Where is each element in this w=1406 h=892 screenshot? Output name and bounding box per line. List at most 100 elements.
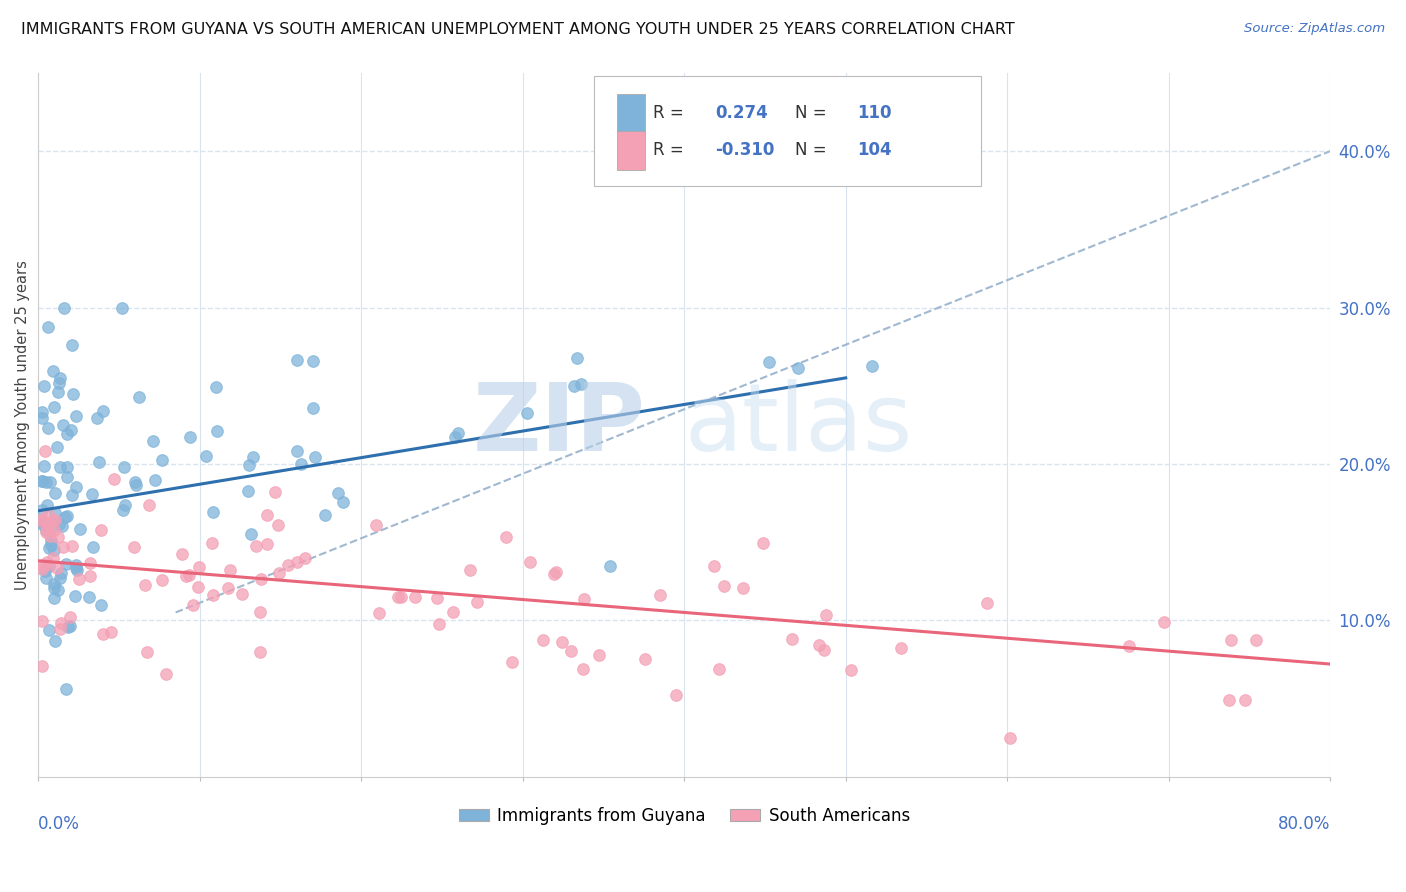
Point bbox=[713, 579, 735, 593]
Point bbox=[112, 460, 135, 475]
Point bbox=[839, 663, 862, 677]
Point bbox=[37, 421, 59, 435]
Point bbox=[31, 474, 53, 488]
Point bbox=[142, 434, 165, 449]
Point bbox=[44, 513, 66, 527]
Text: 0.0%: 0.0% bbox=[38, 815, 80, 833]
Point bbox=[32, 458, 55, 473]
Text: R =: R = bbox=[654, 141, 689, 160]
Point bbox=[42, 516, 65, 531]
Point bbox=[51, 566, 73, 581]
Point bbox=[55, 682, 77, 697]
Point bbox=[39, 537, 62, 551]
Point bbox=[231, 586, 253, 600]
Point bbox=[77, 590, 100, 604]
Point bbox=[31, 514, 53, 528]
Point bbox=[31, 511, 53, 525]
Point bbox=[389, 590, 412, 604]
Point bbox=[34, 444, 56, 458]
Point bbox=[1218, 692, 1240, 706]
Point bbox=[31, 562, 53, 576]
Text: 0.274: 0.274 bbox=[716, 104, 768, 122]
Point bbox=[187, 580, 209, 594]
Point bbox=[103, 472, 125, 486]
Point bbox=[124, 475, 146, 489]
Point bbox=[758, 355, 780, 369]
Point bbox=[91, 627, 114, 641]
Point bbox=[599, 558, 621, 573]
Point bbox=[134, 578, 156, 592]
Point bbox=[60, 488, 83, 502]
Point bbox=[572, 591, 595, 606]
Point bbox=[1153, 615, 1175, 629]
Point bbox=[465, 595, 488, 609]
Point bbox=[1220, 633, 1243, 648]
Point bbox=[80, 487, 103, 501]
Point bbox=[285, 555, 308, 569]
Text: atlas: atlas bbox=[685, 379, 912, 471]
Point bbox=[52, 417, 75, 432]
Point bbox=[249, 605, 271, 619]
Point bbox=[290, 457, 312, 471]
Point bbox=[815, 608, 838, 623]
Point bbox=[46, 560, 69, 574]
Point bbox=[780, 632, 803, 646]
Point bbox=[294, 550, 316, 565]
Point bbox=[55, 557, 77, 571]
Point bbox=[314, 508, 336, 523]
Point bbox=[304, 450, 326, 464]
Point bbox=[138, 498, 160, 512]
Point bbox=[48, 516, 70, 531]
Point bbox=[367, 606, 389, 620]
Point bbox=[404, 591, 426, 605]
Point bbox=[35, 524, 58, 539]
Point bbox=[976, 595, 998, 609]
Point bbox=[444, 430, 467, 444]
Point bbox=[219, 563, 242, 577]
Text: -0.310: -0.310 bbox=[716, 141, 775, 160]
Bar bbox=[617, 131, 645, 169]
Point bbox=[35, 498, 58, 512]
Point bbox=[52, 301, 75, 315]
Point bbox=[326, 486, 349, 500]
Point bbox=[560, 644, 582, 658]
Point bbox=[195, 449, 218, 463]
Point bbox=[59, 619, 82, 633]
Point bbox=[501, 655, 523, 669]
Point bbox=[516, 406, 538, 420]
Point bbox=[551, 635, 574, 649]
Point bbox=[443, 605, 465, 619]
Point bbox=[31, 516, 53, 531]
Point bbox=[201, 536, 224, 550]
Point bbox=[364, 518, 387, 533]
Point bbox=[31, 405, 53, 419]
Point bbox=[205, 424, 228, 438]
Point bbox=[42, 523, 65, 537]
Point bbox=[179, 430, 201, 444]
Point bbox=[571, 662, 593, 676]
Point bbox=[49, 616, 72, 631]
Point bbox=[56, 620, 79, 634]
Point bbox=[111, 301, 134, 315]
Point bbox=[42, 551, 65, 566]
Point bbox=[201, 505, 224, 519]
Point bbox=[150, 453, 173, 467]
Point bbox=[269, 566, 291, 580]
Point bbox=[69, 522, 91, 536]
Point bbox=[285, 353, 308, 368]
Point bbox=[55, 509, 77, 524]
Point bbox=[205, 380, 228, 394]
Point bbox=[562, 379, 585, 393]
Point bbox=[37, 320, 59, 334]
Point bbox=[86, 411, 108, 425]
Point bbox=[35, 523, 58, 537]
Point bbox=[707, 662, 730, 676]
Point bbox=[807, 638, 830, 652]
Point bbox=[44, 506, 66, 520]
Point bbox=[128, 390, 150, 404]
Point bbox=[51, 518, 73, 533]
Point bbox=[44, 591, 66, 605]
Point bbox=[125, 478, 148, 492]
Text: Source: ZipAtlas.com: Source: ZipAtlas.com bbox=[1244, 22, 1385, 36]
Point bbox=[60, 338, 83, 352]
